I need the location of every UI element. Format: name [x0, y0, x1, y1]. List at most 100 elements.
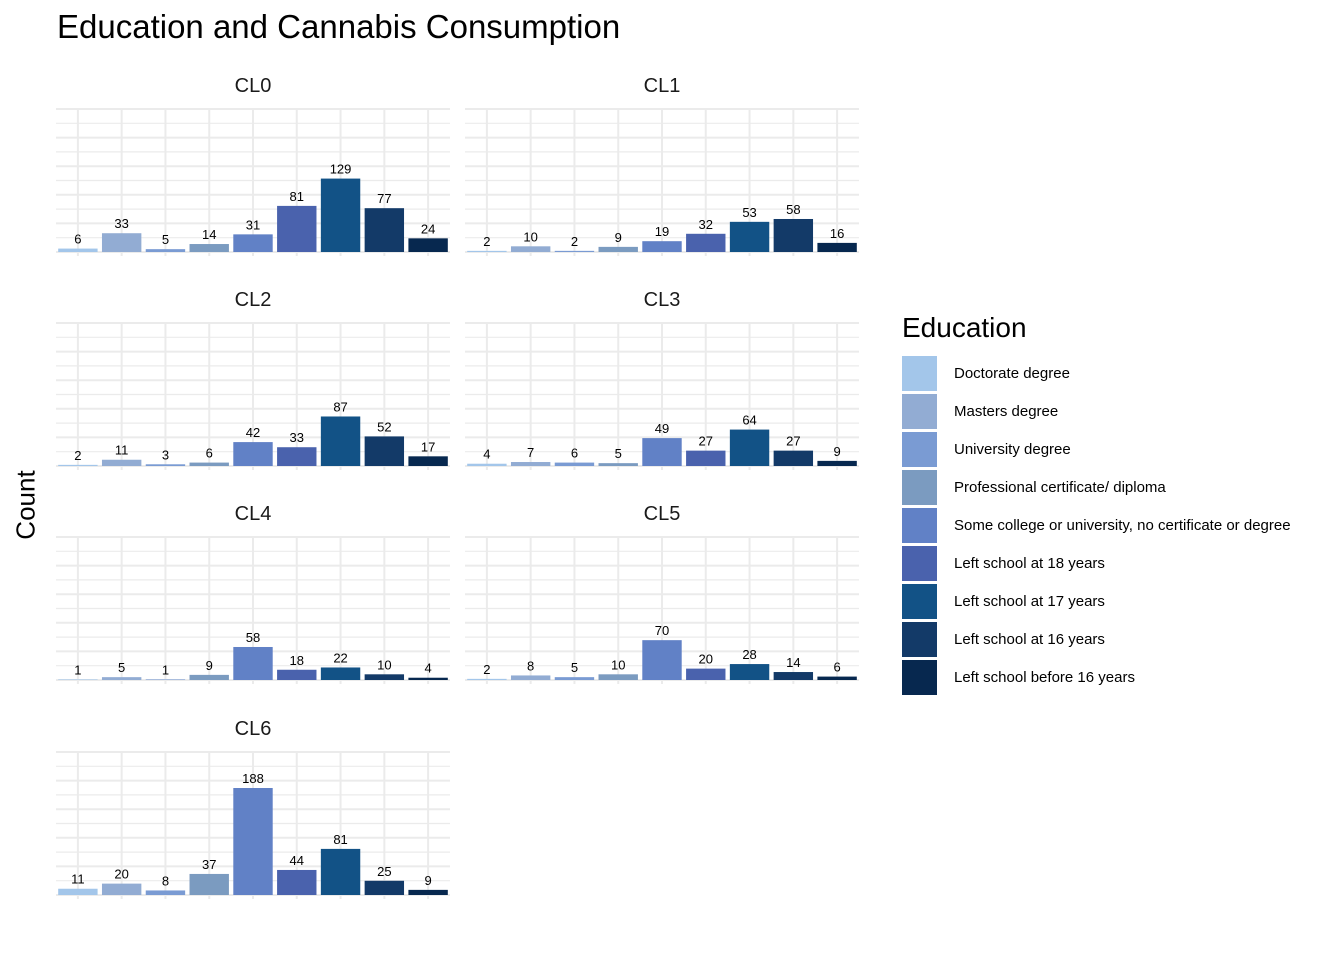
data-label: 18 — [290, 653, 304, 668]
facet-title: CL3 — [644, 289, 681, 311]
bar — [320, 667, 361, 680]
bar — [408, 677, 448, 680]
data-label: 20 — [114, 867, 128, 882]
bar — [467, 463, 507, 466]
data-label: 58 — [246, 630, 260, 645]
data-label: 5 — [162, 232, 169, 247]
legend-label: Left school at 17 years — [954, 592, 1105, 610]
facet-title: CL5 — [644, 503, 681, 525]
legend-entry: Left school at 16 years — [902, 620, 1291, 658]
bar — [277, 869, 317, 895]
data-label: 49 — [655, 421, 669, 436]
bar — [320, 416, 361, 466]
bar — [817, 242, 857, 252]
bar — [729, 429, 770, 466]
bar — [189, 674, 229, 680]
bar — [554, 250, 595, 252]
data-label: 6 — [571, 446, 578, 461]
bar — [320, 848, 361, 895]
bar — [58, 464, 98, 466]
facet-cl6: CL6 11 20 8 37 188 44 81 25 9 — [56, 718, 450, 899]
data-label: 6 — [206, 446, 213, 461]
bar — [277, 205, 317, 252]
data-label: 4 — [424, 661, 431, 676]
bar — [189, 244, 229, 252]
data-label: 188 — [242, 771, 264, 786]
data-label: 33 — [290, 430, 304, 445]
bar — [598, 674, 638, 680]
data-label: 42 — [246, 425, 260, 440]
data-label: 31 — [246, 217, 260, 232]
data-label: 32 — [699, 217, 713, 232]
legend-entry: Masters degree — [902, 392, 1291, 430]
legend-swatch — [902, 469, 937, 505]
data-label: 9 — [424, 873, 431, 888]
data-label: 10 — [611, 657, 625, 672]
data-label: 2 — [483, 662, 490, 677]
legend-swatch — [902, 545, 937, 581]
legend-entry: Professional certificate/ diploma — [902, 468, 1291, 506]
facet-title: CL6 — [235, 718, 272, 740]
data-label: 17 — [421, 439, 435, 454]
facet-cl3: CL3 4 7 6 5 49 27 64 27 9 — [465, 289, 859, 470]
legend-entry: Left school before 16 years — [902, 658, 1291, 696]
data-label: 9 — [833, 444, 840, 459]
legend-swatch — [902, 621, 937, 657]
legend: Education Doctorate degree Masters degree… — [902, 312, 1291, 696]
bar — [467, 678, 507, 680]
legend-swatch — [902, 355, 937, 391]
data-label: 20 — [699, 652, 713, 667]
facet-cl1: CL1 2 10 2 9 19 32 53 58 16 — [465, 75, 859, 256]
data-label: 4 — [483, 447, 490, 462]
legend-label: University degree — [954, 440, 1071, 458]
bar — [686, 233, 726, 252]
bar — [729, 221, 770, 252]
data-label: 129 — [330, 162, 352, 177]
data-label: 33 — [114, 216, 128, 231]
data-label: 1 — [74, 662, 81, 677]
legend-label: Doctorate degree — [954, 364, 1070, 382]
legend-label: Masters degree — [954, 402, 1059, 420]
bar — [773, 218, 814, 252]
facet-cl4: CL4 1 5 1 9 58 18 22 10 4 — [56, 503, 450, 684]
bar — [145, 890, 186, 895]
legend-label: Left school at 18 years — [954, 554, 1105, 572]
bar — [467, 250, 507, 252]
data-label: 11 — [115, 443, 129, 458]
data-label: 9 — [206, 658, 213, 673]
data-label: 52 — [377, 419, 391, 434]
legend-label: Some college or university, no certifica… — [954, 516, 1291, 534]
legend-label: Left school before 16 years — [954, 668, 1135, 686]
bar — [598, 246, 638, 252]
bar — [233, 788, 273, 895]
bar — [364, 436, 405, 466]
bar — [686, 450, 726, 466]
legend-entry: Doctorate degree — [902, 354, 1291, 392]
facet-title: CL0 — [235, 75, 272, 97]
data-label: 16 — [830, 226, 844, 241]
bar — [510, 462, 551, 466]
bar — [642, 241, 682, 252]
bar — [145, 679, 186, 680]
data-label: 58 — [786, 202, 800, 217]
bar — [189, 462, 229, 466]
bar — [364, 208, 405, 252]
data-label: 8 — [162, 873, 169, 888]
data-label: 81 — [290, 189, 304, 204]
bar — [773, 450, 814, 466]
bar — [773, 672, 814, 680]
bar — [189, 873, 229, 895]
legend-entry: Left school at 18 years — [902, 544, 1291, 582]
data-label: 5 — [615, 446, 622, 461]
legend-entry: Some college or university, no certifica… — [902, 506, 1291, 544]
data-label: 2 — [483, 234, 490, 249]
bar — [598, 463, 638, 466]
data-label: 14 — [786, 655, 800, 670]
data-label: 1 — [162, 662, 169, 677]
bar — [554, 677, 595, 680]
data-label: 2 — [74, 448, 81, 463]
facet-cl2: CL2 2 11 3 6 42 33 87 52 17 — [56, 289, 450, 470]
legend-swatch — [902, 393, 937, 429]
facet-title: CL4 — [235, 503, 272, 525]
